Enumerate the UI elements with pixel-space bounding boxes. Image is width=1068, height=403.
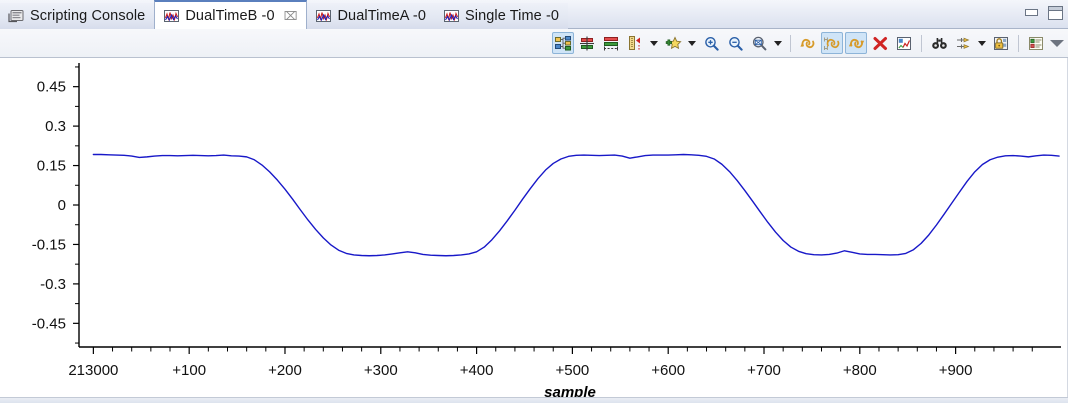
x-axis-title: sample xyxy=(544,384,596,401)
x-tick-label: +700 xyxy=(747,362,781,379)
toolbar-separator xyxy=(1018,34,1019,52)
waveform-chart[interactable]: 0.45 0.3 0.15 0 -0.15 -0.3 -0.45 213000 +100 +200… xyxy=(0,58,1068,403)
svg-text:H: H xyxy=(824,46,828,51)
x-tick-label: +100 xyxy=(172,362,206,379)
horizontal-sync-icon[interactable]: H H xyxy=(821,32,843,54)
x-tick-label: +300 xyxy=(364,362,398,379)
console-icon xyxy=(8,9,25,23)
maximize-button[interactable] xyxy=(1047,6,1063,20)
measure-cursor-icon[interactable] xyxy=(624,32,646,54)
find-binoculars-icon[interactable] xyxy=(928,32,950,54)
tab-dualtimeb[interactable]: DualTimeB -0 ⌧ xyxy=(154,0,308,29)
chart-series-group xyxy=(92,153,1060,257)
chart-axes xyxy=(73,63,1061,354)
x-tick-label: +900 xyxy=(939,362,973,379)
lock-panel-icon[interactable] xyxy=(990,32,1012,54)
svg-text:H: H xyxy=(824,37,828,43)
status-strip xyxy=(0,397,1068,403)
measure-cursor-dropdown-arrow[interactable] xyxy=(647,32,660,54)
tab-label: Scripting Console xyxy=(30,8,146,24)
tab-label: DualTimeB -0 xyxy=(185,8,275,24)
y-tick-label: -0.15 xyxy=(32,236,66,253)
zoom-fit-dropdown-arrow[interactable] xyxy=(771,32,784,54)
legend-list-icon[interactable] xyxy=(1025,32,1047,54)
tab-close-icon[interactable]: ⌧ xyxy=(283,9,298,23)
show-channels-tree-icon[interactable] xyxy=(552,32,574,54)
waveform-icon xyxy=(443,9,460,23)
center-waveform-icon[interactable] xyxy=(576,32,598,54)
y-tick-label: -0.45 xyxy=(32,315,66,332)
add-marker-dropdown-arrow[interactable] xyxy=(685,32,698,54)
x-tick-label: +600 xyxy=(651,362,685,379)
x-tick-label: +800 xyxy=(843,362,877,379)
add-marker-icon[interactable] xyxy=(662,32,684,54)
x-tick-label: 213000 xyxy=(68,362,118,379)
fit-waveform-width-icon[interactable] xyxy=(600,32,622,54)
undo-zoom-icon[interactable] xyxy=(797,32,819,54)
window-controls xyxy=(1024,6,1063,20)
y-tick-label: -0.3 xyxy=(40,276,66,293)
chart-tick-labels: 0.45 0.3 0.15 0 -0.15 -0.3 -0.45 213000 +100 +200… xyxy=(32,79,973,401)
x-tick-label: +400 xyxy=(460,362,494,379)
tab-label: DualTimeA -0 xyxy=(337,8,426,24)
tab-label: Single Time -0 xyxy=(464,8,560,24)
tab-scripting-console[interactable]: Scripting Console xyxy=(0,3,155,29)
waveform-icon xyxy=(163,9,180,23)
goto-next-dropdown-arrow[interactable] xyxy=(975,32,988,54)
vertical-sync-icon[interactable] xyxy=(845,32,867,54)
trace-properties-icon[interactable] xyxy=(893,32,915,54)
y-tick-label: 0 xyxy=(58,197,66,214)
editor-tab-bar: Scripting Console DualTimeB -0 ⌧ xyxy=(0,0,1068,29)
y-tick-label: 0.45 xyxy=(37,79,66,96)
toolbar-overflow-chevron-down-icon[interactable] xyxy=(1048,32,1066,54)
minimize-button[interactable] xyxy=(1024,6,1038,18)
y-tick-label: 0.3 xyxy=(45,118,66,135)
tab-dualtimea[interactable]: DualTimeA -0 xyxy=(307,3,435,29)
toolbar-separator xyxy=(790,34,791,52)
toolbar-separator xyxy=(921,34,922,52)
zoom-out-icon[interactable] xyxy=(724,32,746,54)
tab-list: Scripting Console DualTimeB -0 ⌧ xyxy=(0,0,569,29)
toolbar-buttons: H H xyxy=(551,29,1066,57)
delete-trace-icon[interactable] xyxy=(869,32,891,54)
chart-canvas[interactable]: 0.45 0.3 0.15 0 -0.15 -0.3 -0.45 213000 +100 +200… xyxy=(0,58,1068,403)
waveform-icon xyxy=(315,9,332,23)
y-tick-label: 0.15 xyxy=(37,158,66,175)
zoom-in-icon[interactable] xyxy=(700,32,722,54)
goto-next-icon[interactable] xyxy=(952,32,974,54)
series-line-dualtimeb xyxy=(92,153,1060,257)
x-tick-label: +200 xyxy=(268,362,302,379)
chart-toolbar: H H xyxy=(0,29,1068,58)
tab-single-time[interactable]: Single Time -0 xyxy=(434,3,569,29)
x-tick-label: +500 xyxy=(555,362,589,379)
zoom-fit-icon[interactable] xyxy=(748,32,770,54)
